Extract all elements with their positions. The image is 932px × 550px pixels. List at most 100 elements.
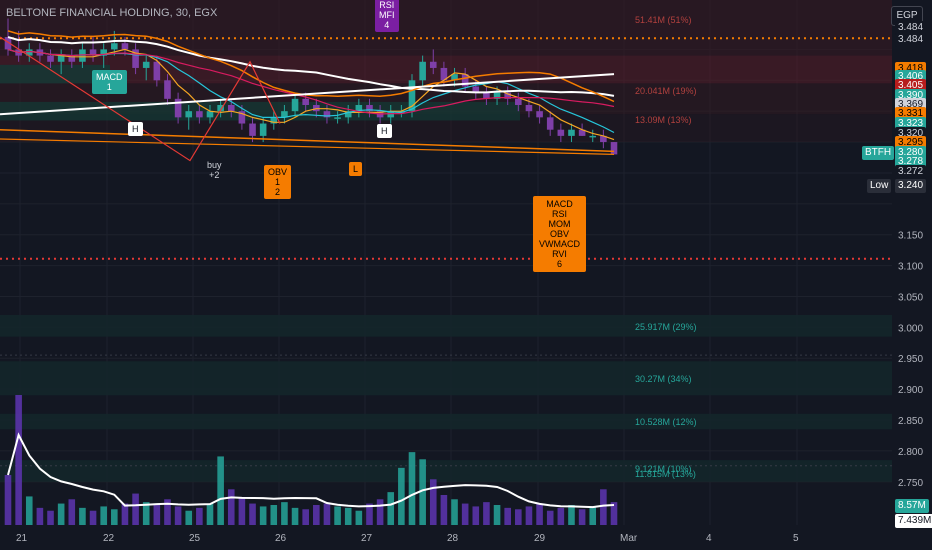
zigzag-line [0,36,281,162]
price-tick-label: 3.000 [898,323,923,334]
volume-bar [334,506,341,525]
volume-bar [525,506,533,525]
candle-body [47,55,54,62]
candle-body [536,111,543,118]
price-tick-label: 3.150 [898,231,923,242]
volume-bar [610,502,618,525]
volume-bar [217,456,224,525]
time-axis-label: Mar [620,533,638,544]
volume-bar [270,505,278,525]
volume-profile-label: 25.917M (29%) [635,322,697,333]
time-axis-label: 22 [103,533,115,544]
volume-bar [47,510,54,525]
volume-axis-badge: 8.57M [895,499,929,513]
price-axis-badge: 3.272 [895,164,927,179]
candle-body [525,105,533,112]
volume-bar [504,507,511,525]
candle-body [79,49,86,62]
time-axis-label: 27 [361,533,373,544]
price-tick-label: 3.100 [898,262,923,273]
trend-line-orange [0,128,615,153]
price-tick-label: 2.750 [898,478,923,489]
candle-body [387,111,395,118]
volume-bar [515,509,522,525]
volume-profile-label: 30.27M (34%) [635,374,692,384]
value-area-teal-2 [0,101,520,121]
candle-body [291,98,299,112]
candle-body [238,111,246,124]
volume-profile-label: 11.815M (13%) [635,469,696,480]
volume-bar [600,489,607,525]
volume-bar [196,507,203,525]
candle-body [89,49,97,56]
moving-average-short [7,48,615,141]
symbol-title: BELTONE FINANCIAL HOLDING, 30, EGX [6,7,218,19]
candle-body [313,105,320,112]
candle-body [493,92,501,99]
volume-bar [164,499,171,525]
volume-bar [387,492,395,525]
volume-moving-average [7,432,615,509]
volume-bar [121,503,129,525]
candle-body [185,111,193,118]
moving-average-orange [7,30,615,103]
volume-profile-zone-top [0,0,892,56]
volume-bar [398,467,405,525]
volume-profile-zone-lower-2 [0,361,892,396]
volume-bar [302,509,309,525]
price-tick-label: 2.950 [898,354,923,365]
volume-bar [408,452,416,525]
volume-profile-label: 20.041M (19%) [635,85,697,96]
candle-body [132,49,139,68]
candle-body [121,43,129,50]
volume-bar [472,506,480,525]
volume-bar [259,506,267,525]
candle-body [111,43,118,50]
candle-body [504,92,511,99]
volume-bar [578,509,586,525]
volume-bar [483,502,490,525]
price-tick-label: 2.850 [898,416,923,427]
candle-body [366,105,373,112]
volume-bar [281,502,288,525]
volume-bar [227,489,235,525]
volume-bar [185,510,193,525]
volume-bar [323,503,331,525]
volume-bar [376,499,384,525]
volume-bar [546,510,554,525]
candle-body [281,111,288,118]
time-axis-label: 26 [275,533,287,544]
candle-body [408,80,416,112]
volume-bar [206,503,214,525]
candle-body [440,67,448,81]
volume-bar [111,509,118,525]
time-axis-label: 29 [534,533,546,544]
candle-body [323,111,331,118]
candle-body [355,105,363,112]
volume-bar [57,503,65,525]
moving-average-long [7,48,615,115]
candle-body [217,105,224,112]
candle-body [419,61,426,81]
moving-average-white [7,36,615,97]
candle-body [174,98,182,118]
indicator-marker-l1: L [349,162,363,176]
candle-body [578,129,586,136]
candle-body [610,142,618,155]
candle-body [334,117,341,119]
volume-bar [429,479,437,525]
volume-profile-zone-lower-1 [0,315,892,337]
candle-body [302,98,309,105]
candle-body [472,86,480,93]
volume-bar [79,507,86,525]
candle-body [557,129,565,136]
volume-bar [132,493,139,525]
volume-bar [451,499,458,525]
indicator-marker-obv: OBV 1 2 [264,165,292,199]
indicator-marker-buy: buy +2 [207,160,222,180]
volume-profile-label: 10.528M (12%) [635,417,697,428]
candle-body [461,74,469,87]
candle-body [600,135,607,143]
volume-bar [4,475,12,525]
